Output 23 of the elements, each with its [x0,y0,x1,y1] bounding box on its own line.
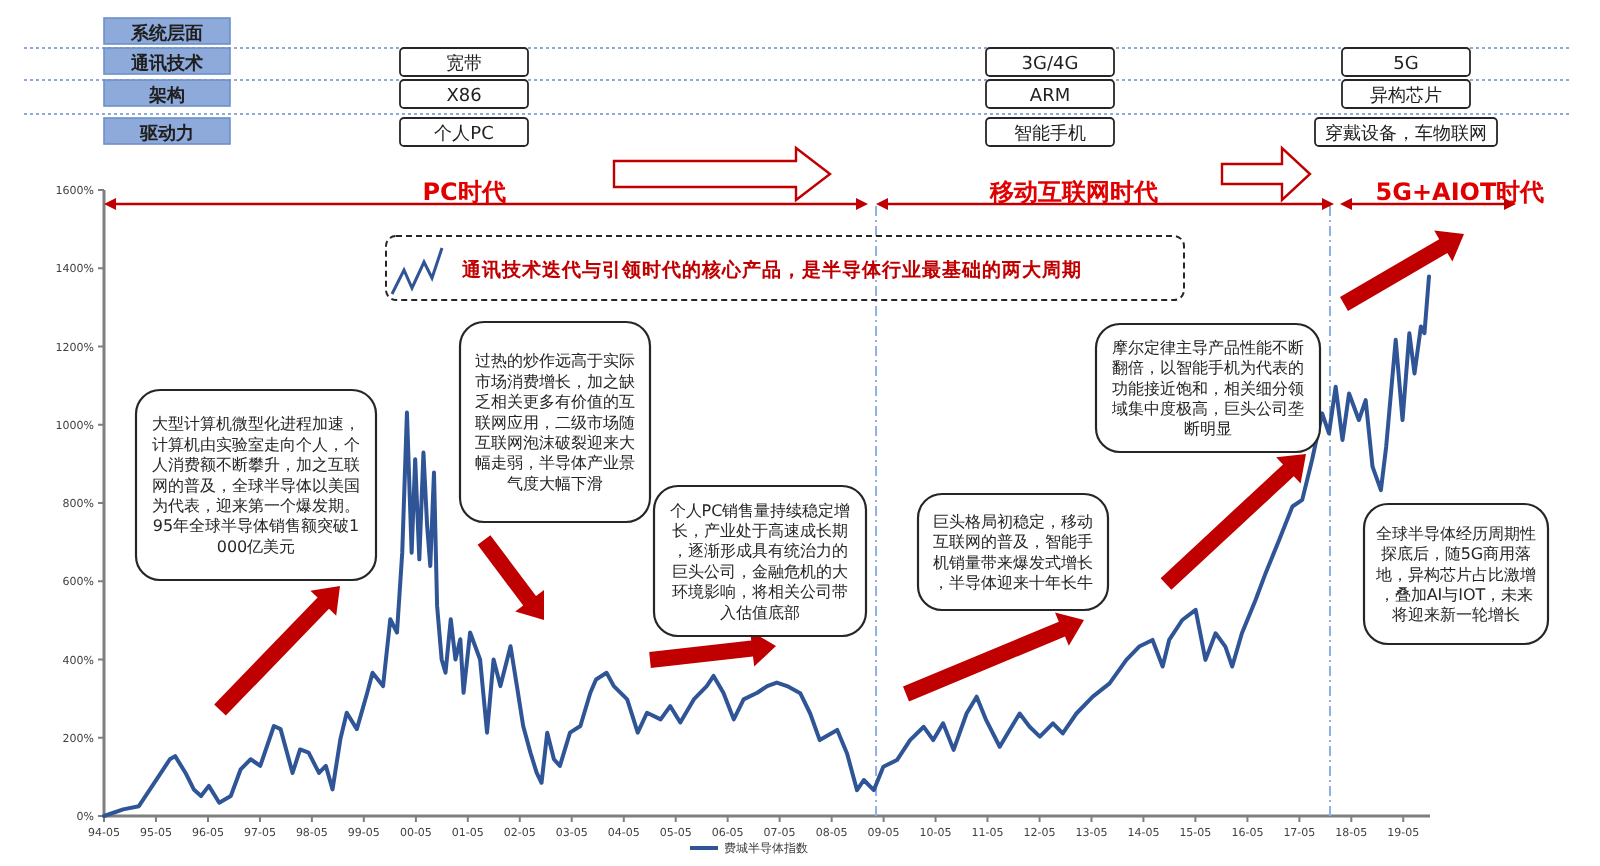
annotation: 个人PC销售量持续稳定增长，产业处于高速成长期，逐渐形成具有统治力的巨头公司，金融危机的大环境影响，将相关公司带入估值底部 [669,501,851,622]
text: 架构 [147,85,185,107]
text: 3G/4G [1021,55,1079,75]
text: X86 [446,87,483,107]
text: ARM [1029,87,1071,107]
text: 通讯技术 [129,53,205,75]
text: 系统层面 [129,23,203,45]
text: 5G [1393,55,1419,75]
annotation: 巨头格局初稳定，移动互联网的普及，智能手机销量带来爆发式增长，半导体迎来十年长牛 [933,513,1093,593]
annotation: 移动互联网时代 [988,178,1158,206]
annotation: 大型计算机微型化进程加速，计算机由实验室走向个人，个人消费额不断攀升，加之互联网的普及，全球半导体以美国为代表，迎来第一个爆发期。95年全球半导体销售额突破1000亿美元 [152,415,360,556]
text: 宽带 [446,53,482,75]
annotation: 摩尔定律主导产品性能不断翻倍，以智能手机为代表的功能接近饱和，相关细分领域集中度极高，巨头公司垄断明显 [1110,338,1304,439]
text: 异构芯片 [1370,85,1442,107]
annotation: 5G+AIOT时代 [1375,178,1545,206]
text: 穿戴设备，车物联网 [1325,123,1487,145]
text: 智能手机 [1014,123,1086,145]
annotation: 过热的炒作远高于实际市场消费增长，加之缺乏相关更多有价值的互联网应用，二级市场随互联网泡沫破裂迎来大幅走弱，半导体产业景气度大幅下滑 [475,352,635,493]
annotation: 全球半导体经历周期性探底后，随5G商用落地，异构芯片占比激增，叠加AI与IOT，未来将迎来新一轮增长 [1374,524,1536,625]
annotation: PC时代 [422,178,506,206]
annotation: 通讯技术迭代与引领时代的核心产品，是半导体行业最基础的两大周期 [460,258,1082,282]
text: 驱动力 [138,123,194,145]
text: 个人PC [434,123,494,145]
